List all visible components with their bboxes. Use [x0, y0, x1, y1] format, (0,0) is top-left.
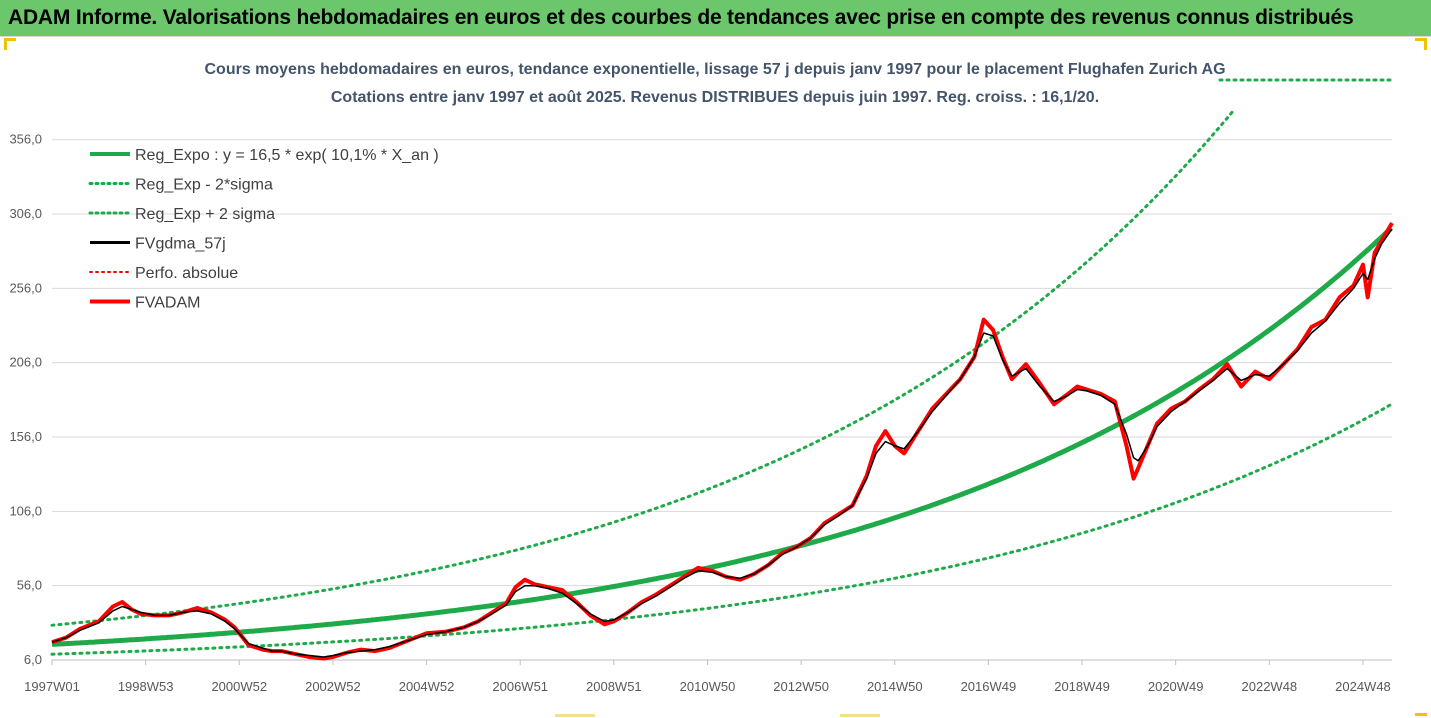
corner-marker-bottom-right	[1415, 713, 1427, 716]
corner-marker-top-right	[1415, 38, 1427, 41]
x-tick-label: 1997W01	[24, 679, 80, 694]
series-reg-expo	[51, 226, 1393, 647]
corner-marker-top-left-v	[4, 38, 7, 50]
x-tick-label: 2018W49	[1054, 679, 1110, 694]
x-tick-label: 2020W49	[1148, 679, 1204, 694]
y-tick-label: 256,0	[9, 280, 42, 295]
corner-marker-top-right-v	[1424, 38, 1427, 50]
x-tick-label: 2000W52	[211, 679, 267, 694]
legend-label: Reg_Exp - 2*sigma	[135, 177, 273, 194]
report-banner: ADAM Informe. Valorisations hebdomadaire…	[0, 0, 1431, 36]
x-tick-label: 2008W51	[586, 679, 642, 694]
y-tick-label: 156,0	[9, 429, 42, 444]
x-tick-label: 2004W52	[399, 679, 455, 694]
legend-label: FVgdma_57j	[135, 236, 226, 253]
legend-label: FVADAM	[135, 295, 200, 312]
legend-label: Reg_Exp + 2 sigma	[135, 206, 275, 223]
bottom-handle-left	[555, 714, 595, 717]
chart-subtitle: Cotations entre janv 1997 et août 2025. …	[330, 89, 1100, 106]
x-tick-label: 2024W48	[1335, 679, 1391, 694]
y-tick-label: 356,0	[9, 132, 42, 147]
corner-marker-top-left	[4, 38, 16, 41]
x-tick-label: 2010W50	[680, 679, 736, 694]
x-tick-label: 2016W49	[961, 679, 1017, 694]
y-tick-label: 206,0	[9, 355, 42, 370]
legend-label: Reg_Expo : y = 16,5 * exp( 10,1% * X_an …	[135, 147, 439, 164]
chart-title: Cours moyens hebdomadaires en euros, ten…	[204, 61, 1226, 78]
x-tick-label: 2022W48	[1242, 679, 1298, 694]
series-reg-lower	[50, 403, 1393, 656]
x-tick-label: 2006W51	[492, 679, 548, 694]
banner-title: ADAM Informe. Valorisations hebdomadaire…	[8, 6, 1354, 29]
y-tick-label: 56,0	[17, 578, 42, 593]
y-tick-label: 6,0	[24, 652, 42, 667]
x-tick-label: 2012W50	[773, 679, 829, 694]
series-fvgdma	[51, 228, 1393, 658]
x-tick-label: 2002W52	[305, 679, 361, 694]
banner-divider	[0, 36, 1431, 37]
x-tick-label: 2014W50	[867, 679, 923, 694]
legend-label: Perfo. absolue	[135, 265, 238, 282]
series-reg-upper	[50, 106, 1236, 627]
y-tick-label: 306,0	[9, 206, 42, 221]
x-tick-label: 1998W53	[118, 679, 174, 694]
bottom-handle-right	[840, 714, 880, 717]
y-tick-label: 106,0	[9, 503, 42, 518]
